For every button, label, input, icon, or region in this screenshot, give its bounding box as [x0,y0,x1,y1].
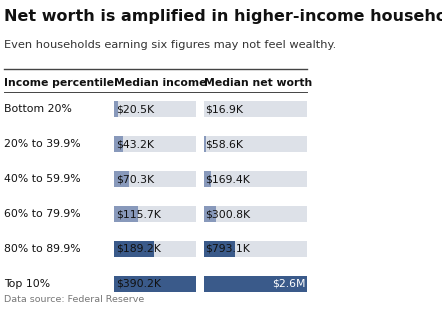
FancyBboxPatch shape [204,206,307,222]
Text: $58.6K: $58.6K [206,139,243,149]
Text: Top 10%: Top 10% [4,279,50,289]
Text: Median income: Median income [114,78,207,88]
FancyBboxPatch shape [204,276,307,292]
FancyBboxPatch shape [114,241,154,257]
Text: Bottom 20%: Bottom 20% [4,104,72,114]
Text: $70.3K: $70.3K [116,174,154,184]
Text: $300.8K: $300.8K [206,209,251,219]
FancyBboxPatch shape [204,171,210,187]
FancyBboxPatch shape [114,101,118,117]
Text: Median net worth: Median net worth [204,78,312,88]
FancyBboxPatch shape [114,276,196,292]
FancyBboxPatch shape [204,171,307,187]
FancyBboxPatch shape [114,101,196,117]
Text: $115.7K: $115.7K [116,209,160,219]
FancyBboxPatch shape [204,206,216,222]
FancyBboxPatch shape [114,171,129,187]
FancyBboxPatch shape [114,276,196,292]
Text: $43.2K: $43.2K [116,139,154,149]
Text: 40% to 59.9%: 40% to 59.9% [4,174,81,184]
Text: Income percentile: Income percentile [4,78,114,88]
Text: $2.6M: $2.6M [272,279,306,289]
FancyBboxPatch shape [114,136,196,152]
FancyBboxPatch shape [204,101,205,117]
Text: $16.9K: $16.9K [206,104,243,114]
FancyBboxPatch shape [114,171,196,187]
Text: Data source: Federal Reserve: Data source: Federal Reserve [4,295,145,304]
Text: 80% to 89.9%: 80% to 89.9% [4,244,81,254]
Text: 60% to 79.9%: 60% to 79.9% [4,209,81,219]
Text: $793.1K: $793.1K [206,244,250,254]
Text: Even households earning six figures may not feel wealthy.: Even households earning six figures may … [4,40,337,50]
Text: $390.2K: $390.2K [116,279,161,289]
Text: $20.5K: $20.5K [116,104,154,114]
FancyBboxPatch shape [204,136,206,152]
FancyBboxPatch shape [204,136,307,152]
FancyBboxPatch shape [204,241,307,257]
FancyBboxPatch shape [114,206,138,222]
FancyBboxPatch shape [204,276,307,292]
Text: $189.2K: $189.2K [116,244,160,254]
FancyBboxPatch shape [204,241,235,257]
FancyBboxPatch shape [114,241,196,257]
FancyBboxPatch shape [114,206,196,222]
Text: $169.4K: $169.4K [206,174,250,184]
Text: Net worth is amplified in higher-income households: Net worth is amplified in higher-income … [4,9,442,24]
FancyBboxPatch shape [204,101,307,117]
FancyBboxPatch shape [114,136,123,152]
Text: 20% to 39.9%: 20% to 39.9% [4,139,81,149]
